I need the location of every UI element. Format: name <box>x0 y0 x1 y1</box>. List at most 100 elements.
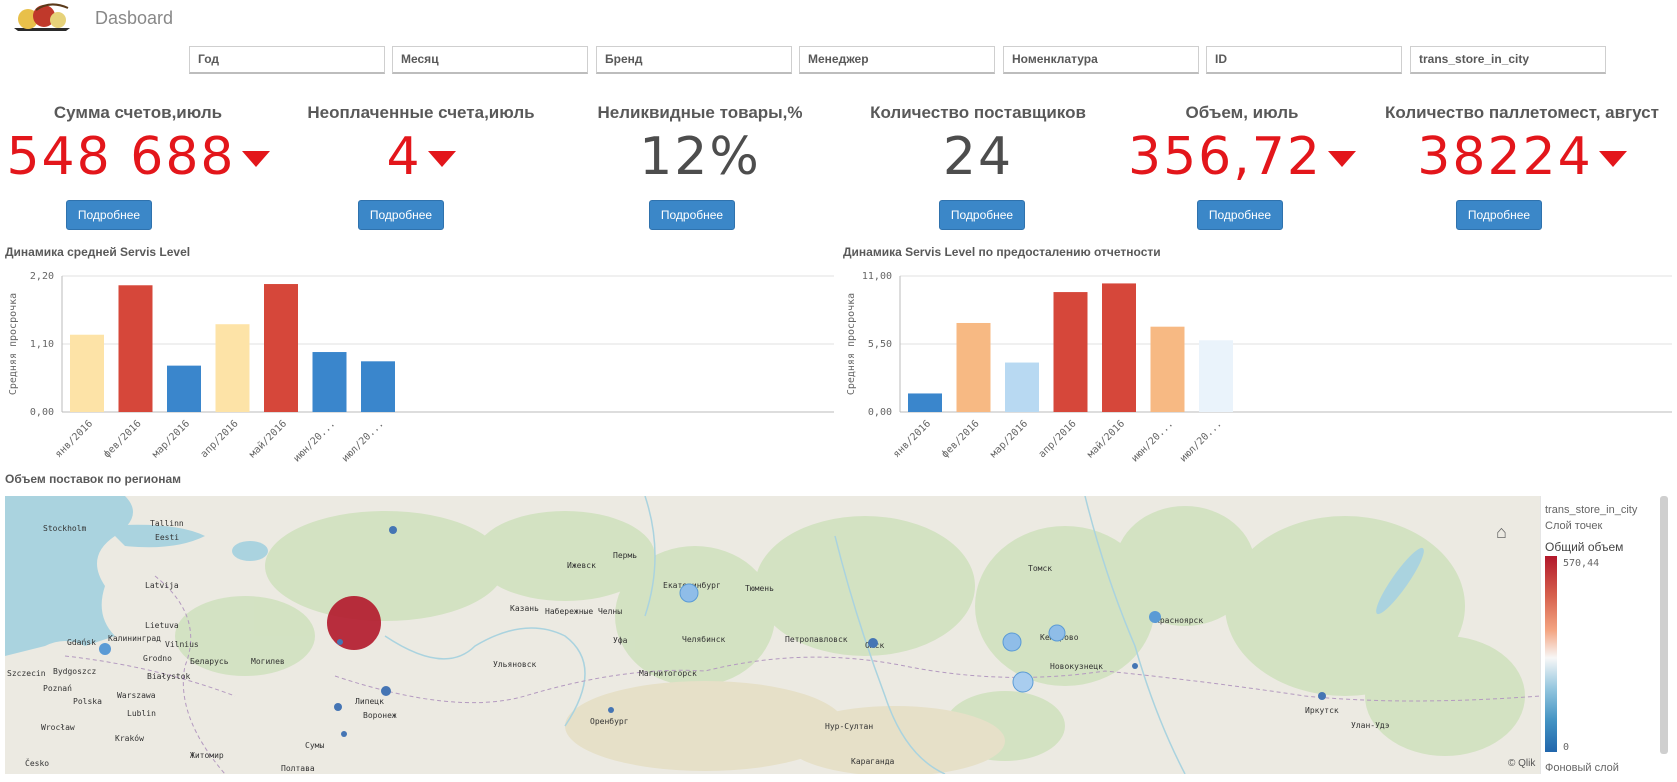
map-bubble[interactable] <box>341 731 347 737</box>
x-tick-label: апр/2016 <box>199 418 241 460</box>
bar[interactable] <box>215 324 250 412</box>
map-bubble[interactable] <box>389 526 397 534</box>
city-label: Красноярск <box>1155 616 1203 625</box>
y-tick-label: 5,50 <box>868 339 892 350</box>
legend-field: trans_store_in_city <box>1545 504 1638 516</box>
kpi-title: Сумма счетов,июль <box>53 103 223 122</box>
down-arrow-icon <box>1327 151 1356 167</box>
bar[interactable] <box>264 284 298 412</box>
city-label: Пермь <box>613 551 637 560</box>
kpi-volume: Объем, июль 356,72 <box>1097 103 1387 187</box>
filter-manager[interactable]: Менеджер <box>799 46 995 74</box>
city-label: Szczecin <box>7 669 46 678</box>
city-label: Магнитогорск <box>639 669 697 678</box>
bar-chart-servis-level[interactable]: Средняя просрочка 0,00 1,10 2,20 янв/2016 фев… <box>0 263 840 463</box>
kpi-illiquid-goods: Неликвидные товары,% 12% <box>555 103 845 187</box>
city-label: Grodno <box>143 654 172 663</box>
city-label: Тюмень <box>745 584 774 593</box>
details-button[interactable]: Подробнее <box>1456 200 1542 230</box>
filter-year[interactable]: Год <box>189 46 385 74</box>
map-bubbles[interactable] <box>99 526 1326 737</box>
city-label: Липецк <box>355 697 384 706</box>
bar[interactable] <box>956 322 991 412</box>
y-axis-label: Средняя просрочка <box>8 293 19 395</box>
details-button[interactable]: Подробнее <box>358 200 444 230</box>
bar-chart-servis-level-reporting[interactable]: Средняя просрочка 0,00 5,50 11,00 янв/2016 фе… <box>838 263 1673 463</box>
legend-max: 570,44 <box>1563 558 1600 569</box>
map-bubble[interactable] <box>608 707 614 713</box>
map-bubble[interactable] <box>381 686 391 696</box>
bar[interactable] <box>1005 362 1039 412</box>
city-label: Томск <box>1028 564 1052 573</box>
bar[interactable] <box>908 393 942 412</box>
bar[interactable] <box>118 285 153 412</box>
city-label: Иркутск <box>1305 706 1339 715</box>
kpi-value: 24 <box>942 127 1014 187</box>
steppe-areas <box>565 681 1005 774</box>
city-label: Оренбург <box>590 716 629 726</box>
details-button[interactable]: Подробнее <box>649 200 735 230</box>
x-tick-label: янв/2016 <box>53 418 95 460</box>
map-bubble[interactable] <box>679 583 699 603</box>
x-tick-label: фев/2016 <box>101 418 144 461</box>
x-tick-label: май/2016 <box>1085 418 1128 461</box>
bar[interactable] <box>1102 283 1136 412</box>
map-bubble[interactable] <box>1132 663 1138 669</box>
filter-nomenclature[interactable]: Номенклатура <box>1003 46 1199 74</box>
details-button[interactable]: Подробнее <box>939 200 1025 230</box>
legend-measure: Общий объем <box>1545 540 1624 554</box>
details-button[interactable]: Подробнее <box>66 200 152 230</box>
home-icon[interactable]: ⌂ <box>1496 522 1507 542</box>
city-label: Могилев <box>251 657 285 666</box>
baltic-sea <box>5 496 133 656</box>
map-bubble[interactable] <box>334 703 342 711</box>
filter-brand[interactable]: Бренд <box>596 46 792 74</box>
map-bubble[interactable] <box>1149 611 1161 623</box>
bar[interactable] <box>312 352 347 412</box>
map-bubble[interactable] <box>1002 632 1022 652</box>
x-tick-label: мар/2016 <box>988 418 1030 460</box>
bar[interactable] <box>361 361 395 412</box>
kpi-pallet-places: Количество паллетомест, август 38224 <box>1372 103 1672 187</box>
bar[interactable] <box>70 334 104 412</box>
map-bubble[interactable] <box>1048 624 1066 642</box>
x-tick-label: янв/2016 <box>891 418 933 460</box>
y-tick-label: 11,00 <box>862 271 892 282</box>
city-label: Polska <box>73 697 102 706</box>
map-legend: trans_store_in_city Слой точек Общий объ… <box>1540 496 1672 774</box>
details-button[interactable]: Подробнее <box>1197 200 1283 230</box>
kpi-value: 548 688 <box>6 127 270 187</box>
bar[interactable] <box>167 365 201 412</box>
city-label: Новокузнецк <box>1050 662 1103 671</box>
legend-color-scale <box>1545 556 1557 752</box>
y-tick-label: 1,10 <box>30 339 54 350</box>
x-tick-label: июл/20... <box>340 418 386 463</box>
bar[interactable] <box>1199 340 1233 412</box>
background-layer-label: Фоновый слой <box>1545 762 1619 774</box>
city-label: Караганда <box>851 757 895 766</box>
map-bubble[interactable] <box>99 643 111 655</box>
bar[interactable] <box>1150 326 1185 412</box>
filter-id[interactable]: ID <box>1206 46 1402 74</box>
map-bubble[interactable] <box>327 596 381 650</box>
legend-scrollbar[interactable] <box>1660 496 1668 754</box>
page-title: Dasboard <box>95 8 174 28</box>
map-canvas[interactable]: Stockholm Tallinn Eesti Latvija Lietuva … <box>5 496 1540 774</box>
map-bubble[interactable] <box>868 638 878 648</box>
map-bubble[interactable] <box>337 639 343 645</box>
map-bubble[interactable] <box>1012 671 1034 693</box>
filter-trans-store[interactable]: trans_store_in_city <box>1410 46 1606 74</box>
city-label: Петропавловск <box>785 635 848 644</box>
legend-layer: Слой точек <box>1545 520 1603 532</box>
kpi-title: Неликвидные товары,% <box>597 103 803 122</box>
filter-month[interactable]: Месяц <box>392 46 588 74</box>
bar[interactable] <box>1053 292 1088 412</box>
kpi-title: Объем, июль <box>1185 103 1299 122</box>
lake-baikal <box>1376 547 1424 615</box>
city-label: Tallinn <box>150 519 184 528</box>
map-bubble[interactable] <box>1318 692 1326 700</box>
fruit-logo <box>10 2 78 32</box>
city-label: Eesti <box>155 533 179 542</box>
region-map[interactable]: Stockholm Tallinn Eesti Latvija Lietuva … <box>5 496 1540 774</box>
